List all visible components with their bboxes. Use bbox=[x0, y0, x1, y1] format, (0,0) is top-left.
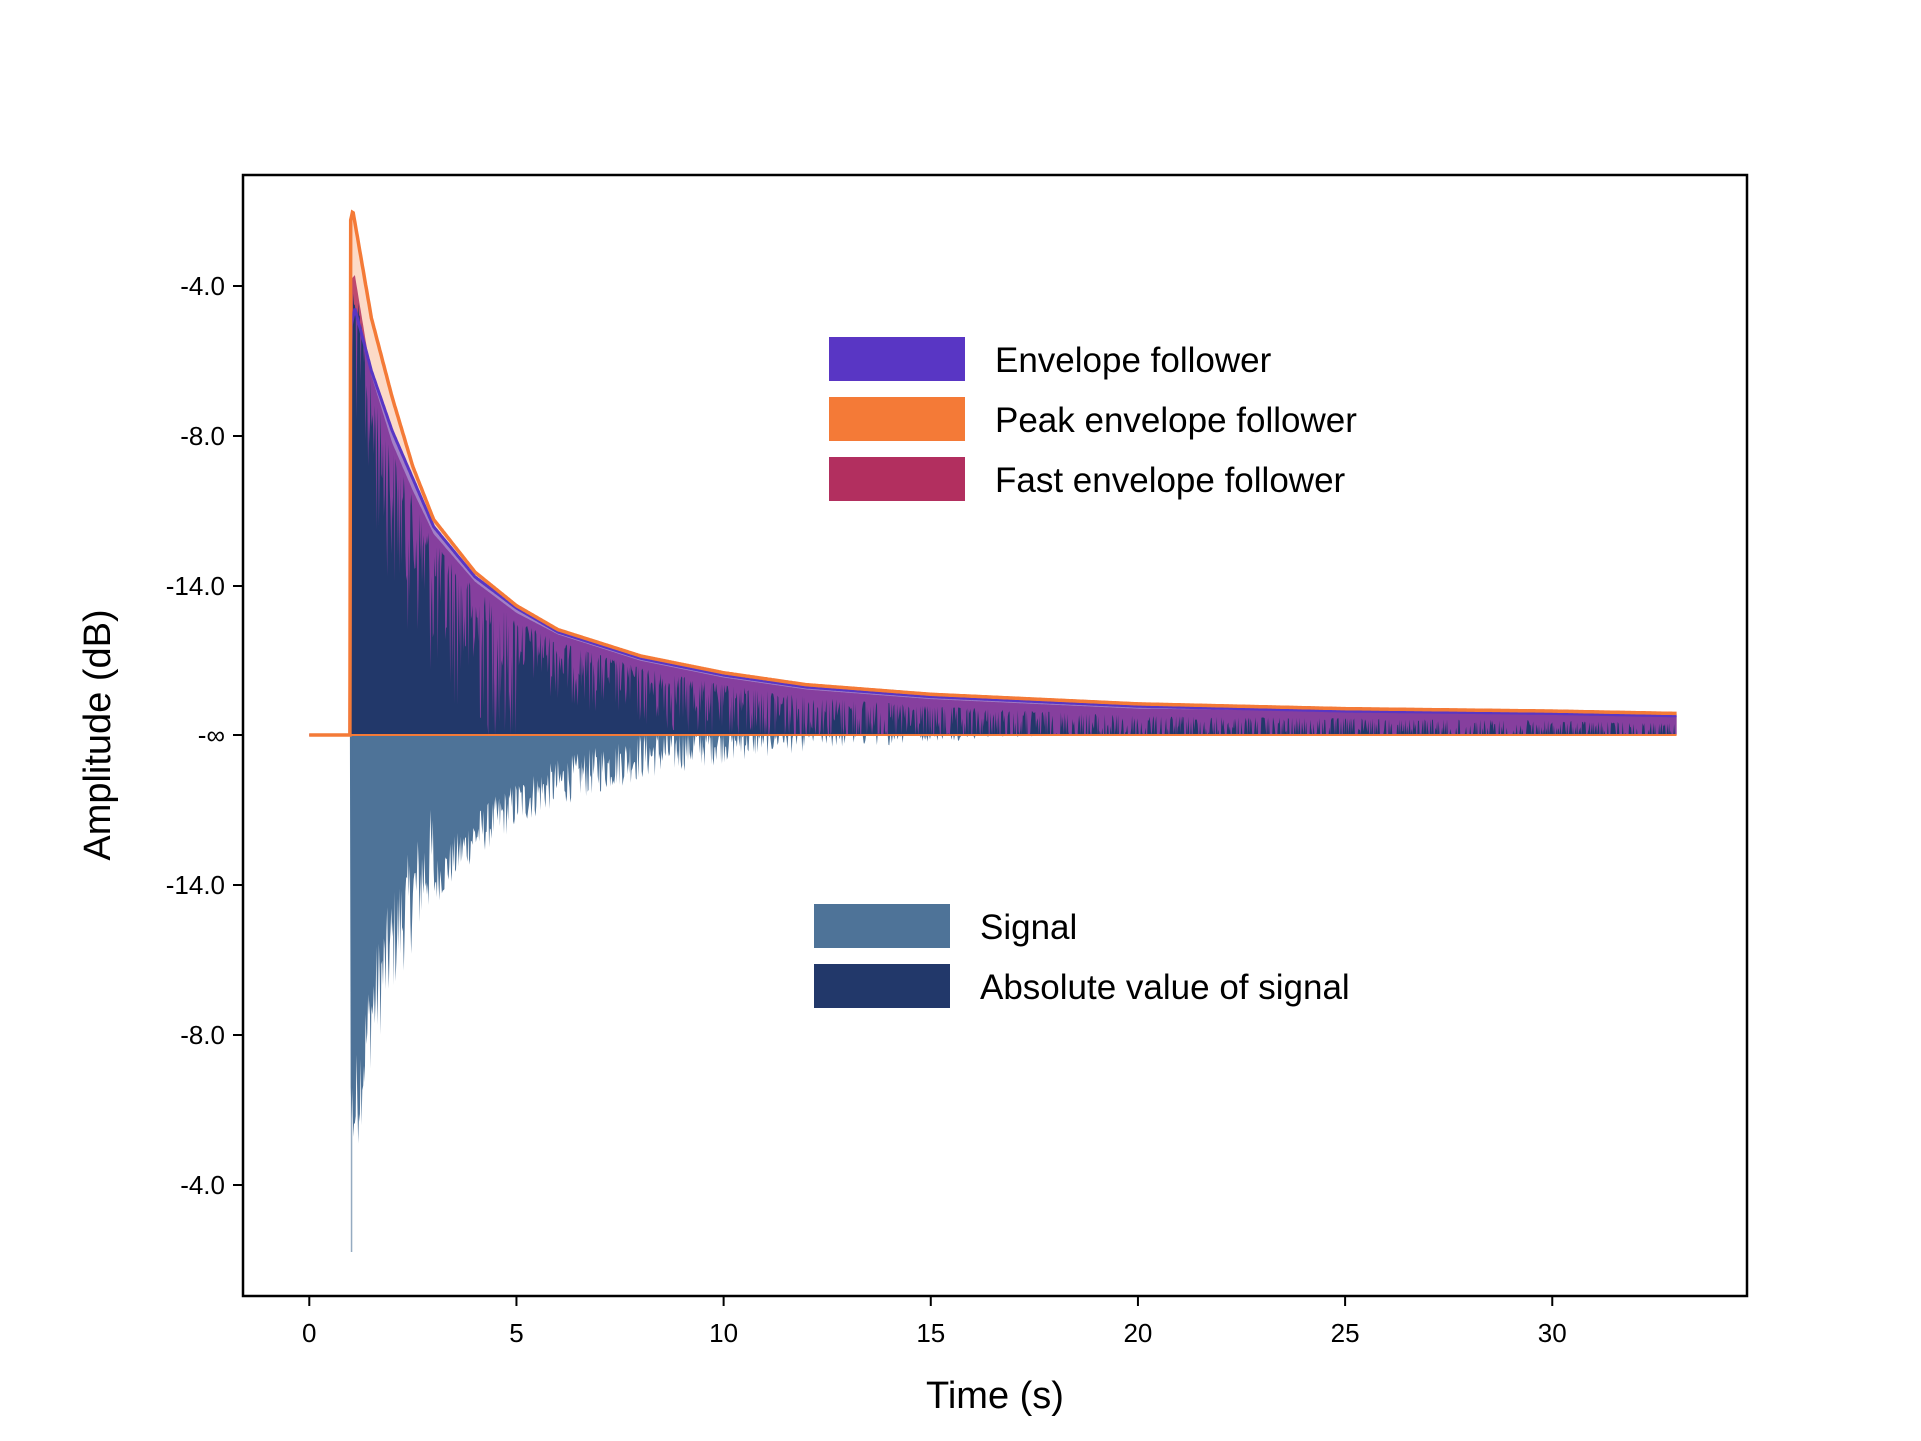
x-tick-label: 30 bbox=[1538, 1318, 1567, 1348]
x-tick-label: 5 bbox=[509, 1318, 523, 1348]
legend-swatch-absolute-value bbox=[814, 964, 950, 1008]
y-tick-label: -8.0 bbox=[180, 421, 225, 451]
y-tick-label: -14.0 bbox=[166, 571, 225, 601]
legend-swatch-fast-envelope-follower bbox=[829, 457, 965, 501]
legend-label-absolute-value: Absolute value of signal bbox=[980, 968, 1350, 1007]
legend-swatch-peak-envelope-follower bbox=[829, 397, 965, 441]
x-axis-ticks: 0 5 10 15 20 25 30 bbox=[302, 1296, 1567, 1348]
x-tick-label: 10 bbox=[709, 1318, 738, 1348]
y-tick-label: -4.0 bbox=[180, 1170, 225, 1200]
legend-label-peak-envelope-follower: Peak envelope follower bbox=[995, 401, 1357, 440]
legend-signals: Signal Absolute value of signal bbox=[814, 904, 1350, 1008]
x-tick-label: 15 bbox=[916, 1318, 945, 1348]
y-tick-label: -14.0 bbox=[166, 870, 225, 900]
legend-swatch-envelope-follower bbox=[829, 337, 965, 381]
plot-area bbox=[309, 209, 1677, 1252]
x-tick-label: 20 bbox=[1123, 1318, 1152, 1348]
y-tick-label: -4.0 bbox=[180, 271, 225, 301]
y-tick-label: -8.0 bbox=[180, 1020, 225, 1050]
signal-area bbox=[309, 735, 1677, 1144]
x-tick-label: 0 bbox=[302, 1318, 316, 1348]
x-tick-label: 25 bbox=[1331, 1318, 1360, 1348]
y-tick-label: -∞ bbox=[198, 720, 225, 750]
peak-envelope-line bbox=[309, 209, 1677, 737]
legend-label-signal: Signal bbox=[980, 908, 1077, 947]
legend-envelopes: Envelope follower Peak envelope follower… bbox=[829, 337, 1357, 501]
x-axis-label: Time (s) bbox=[926, 1375, 1064, 1417]
envelope-follower-line bbox=[309, 308, 1677, 737]
absolute-signal-area bbox=[309, 293, 1677, 735]
y-axis-label: Amplitude (dB) bbox=[77, 609, 119, 860]
legend-swatch-signal bbox=[814, 904, 950, 948]
legend-label-fast-envelope-follower: Fast envelope follower bbox=[995, 461, 1346, 500]
legend-label-envelope-follower: Envelope follower bbox=[995, 341, 1272, 380]
y-axis-ticks: -4.0 -8.0 -14.0 -∞ -14.0 -8.0 -4.0 bbox=[166, 271, 243, 1200]
